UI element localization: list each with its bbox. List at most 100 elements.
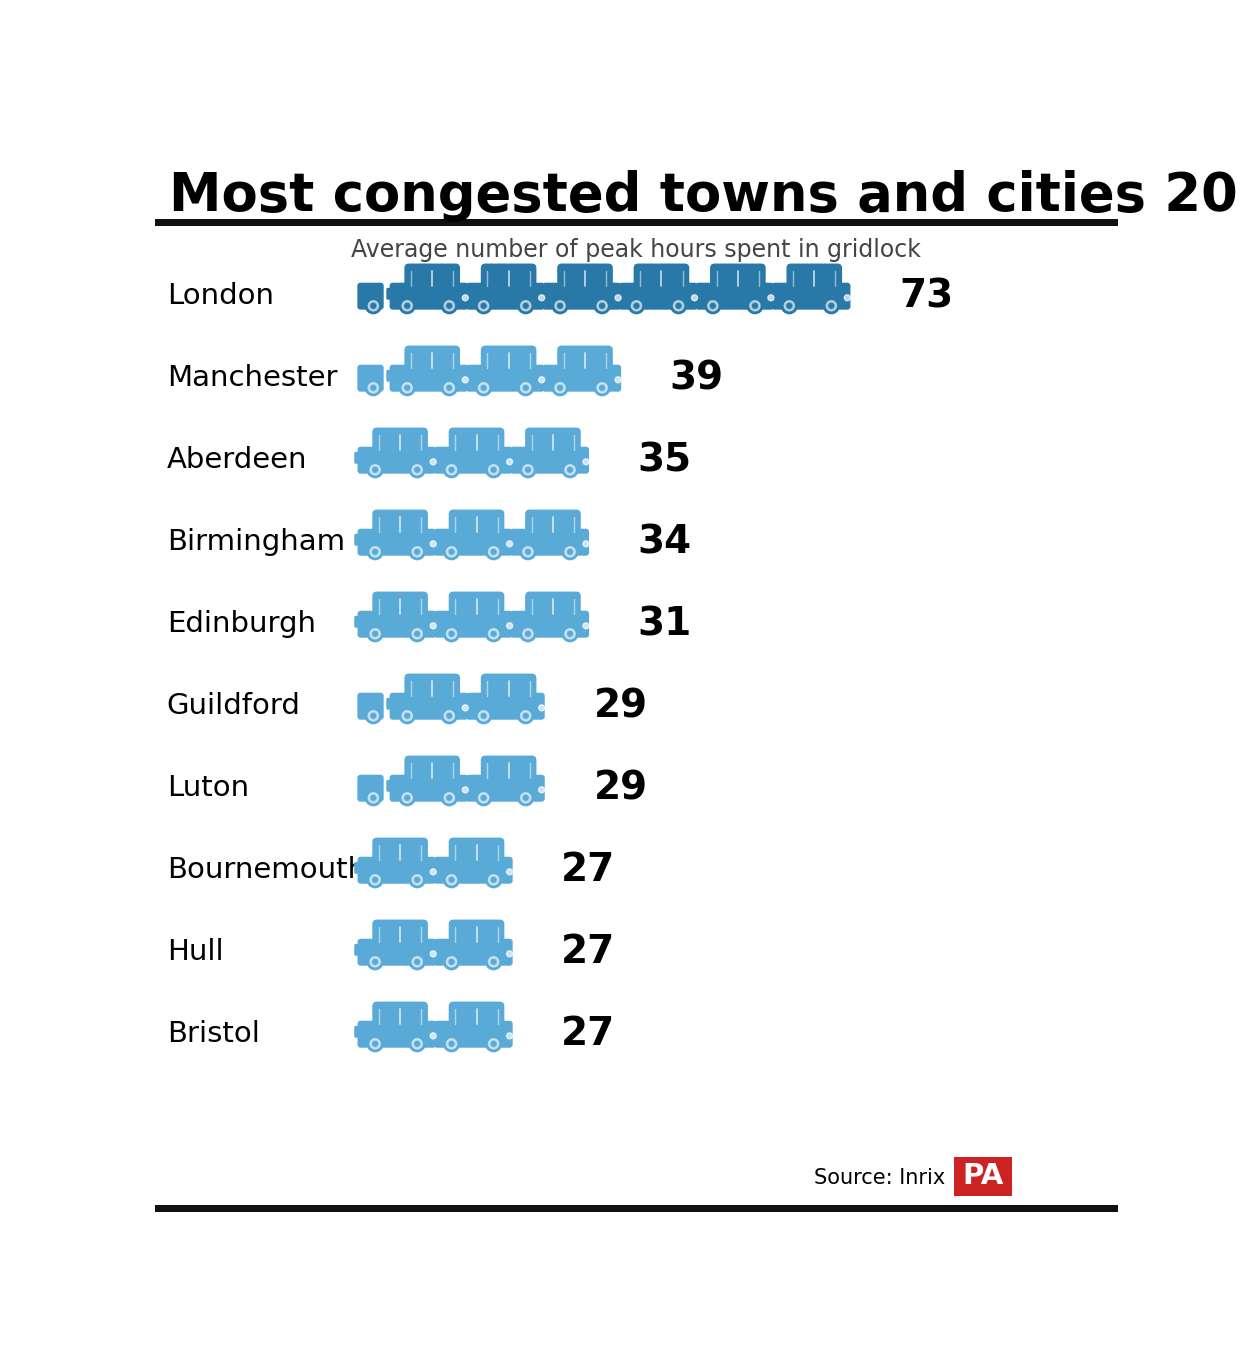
FancyBboxPatch shape — [155, 219, 1118, 226]
Circle shape — [523, 547, 533, 557]
FancyBboxPatch shape — [386, 370, 395, 381]
Circle shape — [368, 954, 383, 969]
Circle shape — [478, 383, 489, 393]
Circle shape — [415, 468, 420, 472]
Circle shape — [488, 547, 499, 557]
Circle shape — [492, 1042, 496, 1046]
Circle shape — [553, 380, 568, 396]
Text: Average number of peak hours spent in gridlock: Average number of peak hours spent in gr… — [350, 239, 920, 262]
Circle shape — [631, 300, 642, 311]
Circle shape — [443, 462, 460, 477]
Text: 31: 31 — [637, 605, 692, 643]
Circle shape — [445, 792, 455, 803]
Circle shape — [373, 960, 378, 964]
FancyBboxPatch shape — [431, 1026, 440, 1038]
Circle shape — [568, 550, 573, 554]
FancyBboxPatch shape — [692, 288, 700, 300]
FancyBboxPatch shape — [539, 288, 548, 300]
FancyBboxPatch shape — [359, 288, 368, 300]
FancyBboxPatch shape — [358, 857, 436, 884]
FancyBboxPatch shape — [525, 428, 581, 457]
Circle shape — [441, 298, 457, 314]
Circle shape — [492, 877, 496, 882]
Circle shape — [441, 380, 457, 396]
FancyBboxPatch shape — [463, 288, 472, 300]
FancyBboxPatch shape — [390, 365, 468, 392]
Circle shape — [823, 298, 840, 314]
Circle shape — [488, 465, 499, 474]
Circle shape — [692, 295, 698, 300]
Circle shape — [486, 544, 502, 559]
Circle shape — [368, 872, 383, 887]
FancyBboxPatch shape — [510, 610, 589, 638]
FancyBboxPatch shape — [358, 282, 384, 310]
Circle shape — [450, 550, 453, 554]
Circle shape — [488, 1039, 499, 1049]
FancyBboxPatch shape — [358, 1021, 436, 1047]
Circle shape — [523, 629, 533, 639]
FancyBboxPatch shape — [525, 591, 581, 621]
Circle shape — [412, 629, 422, 639]
Circle shape — [615, 377, 621, 383]
Text: Edinburgh: Edinburgh — [166, 610, 315, 639]
Circle shape — [412, 465, 422, 474]
Circle shape — [400, 380, 415, 396]
FancyBboxPatch shape — [481, 673, 537, 703]
Circle shape — [446, 629, 457, 639]
Text: Luton: Luton — [166, 775, 248, 802]
FancyBboxPatch shape — [616, 288, 625, 300]
Circle shape — [594, 380, 610, 396]
Circle shape — [615, 295, 621, 300]
Circle shape — [415, 877, 420, 882]
FancyBboxPatch shape — [433, 610, 513, 638]
FancyBboxPatch shape — [769, 288, 777, 300]
Circle shape — [478, 300, 489, 311]
Circle shape — [371, 795, 375, 801]
Circle shape — [555, 300, 565, 311]
Circle shape — [450, 1042, 453, 1046]
Circle shape — [410, 627, 425, 642]
Circle shape — [402, 792, 412, 803]
FancyBboxPatch shape — [359, 780, 368, 792]
FancyBboxPatch shape — [359, 370, 368, 381]
Circle shape — [628, 298, 645, 314]
FancyBboxPatch shape — [433, 1021, 513, 1047]
Circle shape — [476, 790, 492, 806]
FancyBboxPatch shape — [358, 610, 436, 638]
Circle shape — [486, 954, 502, 969]
Text: Source: Inrix: Source: Inrix — [814, 1168, 945, 1187]
Circle shape — [492, 632, 496, 636]
FancyBboxPatch shape — [386, 780, 395, 792]
Circle shape — [450, 877, 453, 882]
Circle shape — [410, 872, 425, 887]
Circle shape — [563, 462, 578, 477]
Circle shape — [523, 713, 528, 718]
Circle shape — [370, 875, 380, 884]
Circle shape — [373, 468, 378, 472]
Circle shape — [368, 792, 379, 803]
Circle shape — [582, 540, 589, 547]
Text: Manchester: Manchester — [166, 365, 338, 392]
FancyBboxPatch shape — [431, 943, 440, 956]
FancyBboxPatch shape — [507, 452, 515, 463]
Circle shape — [507, 1032, 513, 1039]
FancyBboxPatch shape — [481, 345, 537, 374]
FancyBboxPatch shape — [466, 282, 545, 310]
Circle shape — [405, 795, 410, 801]
FancyBboxPatch shape — [358, 692, 384, 720]
Circle shape — [594, 298, 610, 314]
Circle shape — [523, 385, 528, 391]
FancyBboxPatch shape — [354, 1026, 363, 1038]
FancyBboxPatch shape — [155, 1205, 1118, 1212]
Circle shape — [373, 877, 378, 882]
Circle shape — [482, 385, 486, 391]
Circle shape — [476, 298, 492, 314]
Circle shape — [412, 1039, 422, 1049]
FancyBboxPatch shape — [354, 452, 363, 463]
Circle shape — [405, 713, 410, 718]
FancyBboxPatch shape — [466, 775, 545, 802]
Circle shape — [600, 303, 605, 308]
FancyBboxPatch shape — [558, 345, 612, 374]
FancyBboxPatch shape — [373, 1002, 428, 1031]
FancyBboxPatch shape — [386, 288, 395, 300]
